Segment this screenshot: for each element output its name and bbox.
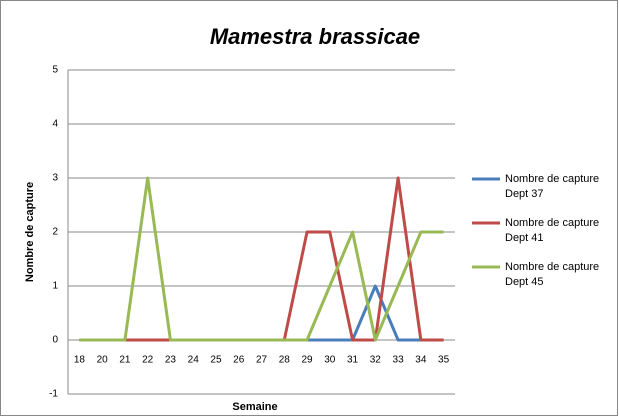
x-tick-label: 34 [415,355,427,366]
series-line [79,284,444,342]
y-tick-label: 3 [52,173,58,184]
x-tick-label: 35 [438,355,450,366]
y-tick-label: 4 [52,119,58,130]
x-tick-label: 20 [97,355,109,366]
y-axis-label: Nombre de capture [24,182,36,282]
y-tick-label: 2 [52,227,58,238]
x-tick-label: 25 [210,355,222,366]
x-tick-label: 33 [393,355,405,366]
legend-label: Nombre de capture Dept 41 [505,217,600,244]
legend-label: Nombre de capture Dept 45 [505,261,600,288]
y-tick-label: -1 [49,389,58,400]
x-tick-label: 23 [165,355,177,366]
x-axis-label: Semaine [232,401,277,413]
series-line [79,176,444,342]
x-tick-label: 27 [256,355,268,366]
x-tick-label: 31 [347,355,359,366]
chart-title: Mamestra brassicae [210,24,420,49]
x-tick-label: 22 [142,355,154,366]
legend-label: Nombre de capture Dept 37 [505,173,600,200]
y-tick-label: 0 [52,335,58,346]
x-tick-label: 30 [324,355,336,366]
x-tick-label: 32 [370,355,382,366]
x-tick-label: 18 [74,355,86,366]
x-tick-label: 29 [301,355,313,366]
x-tick-label: 26 [233,355,245,366]
x-tick-label: 24 [188,355,200,366]
x-tick-label: 21 [119,355,131,366]
x-tick-label: 28 [279,355,291,366]
y-tick-label: 1 [52,281,58,292]
y-tick-label: 5 [52,65,58,76]
